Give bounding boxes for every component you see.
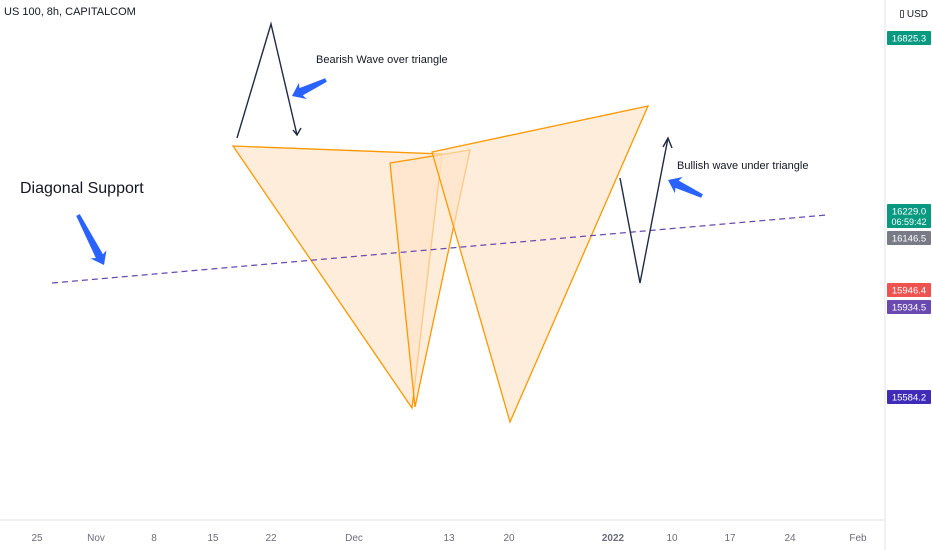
bullish-wave-arrowhead (662, 136, 673, 149)
x-tick-label: Nov (87, 533, 105, 544)
lock-icon (900, 10, 904, 18)
price-label-box (887, 300, 931, 314)
countdown-label: 06:59:42 (891, 217, 926, 227)
x-tick-label: 25 (31, 533, 43, 544)
price-label-box (887, 31, 931, 45)
x-tick-label: 13 (443, 533, 455, 544)
support-arrow-shape (76, 214, 107, 266)
x-tick-label: 20 (503, 533, 515, 544)
price-label-value: 15934.5 (892, 303, 926, 314)
price-label-value: 15584.2 (892, 393, 926, 404)
bearish-arrow-shape (292, 78, 327, 100)
x-tick-label: 24 (784, 533, 796, 544)
price-label-box (887, 231, 931, 245)
x-tick-label: Dec (345, 533, 363, 544)
diagonal-support-label: Diagonal Support (20, 180, 144, 197)
triangle-pattern-3[interactable] (431, 105, 650, 424)
price-label-box (887, 204, 931, 228)
price-label-value: 16146.5 (892, 234, 926, 245)
bearish-wave-label: Bearish Wave over triangle (316, 54, 448, 66)
bullish-arrow[interactable] (664, 172, 706, 204)
x-tick-label: 17 (724, 533, 736, 544)
bearish-wave-arrowhead (292, 127, 302, 137)
x-tick-label: 8 (151, 533, 157, 544)
bullish-wave-label: Bullish wave under triangle (677, 160, 809, 172)
currency-label: USD (906, 8, 928, 20)
price-label-box (887, 390, 931, 404)
symbol-title: US 100, 8h, CAPITALCOM (4, 6, 136, 18)
support-arrow[interactable] (70, 211, 112, 269)
x-tick-label: 10 (666, 533, 678, 544)
currency-selector[interactable]: USD (900, 6, 928, 22)
x-tick-label: Feb (849, 533, 867, 544)
bullish-wave-path[interactable] (619, 137, 669, 284)
price-label-value: 16825.3 (892, 34, 926, 45)
price-label-value: 16229.0 (892, 207, 926, 218)
x-tick-label: 2022 (602, 533, 625, 544)
price-label-box (887, 283, 931, 297)
bullish-arrow-shape (668, 176, 703, 198)
x-tick-label: 15 (207, 533, 219, 544)
x-tick-label: 22 (265, 533, 277, 544)
bearish-wave-path[interactable] (236, 21, 298, 139)
bearish-arrow[interactable] (288, 72, 330, 104)
price-label-value: 15946.4 (892, 286, 926, 297)
